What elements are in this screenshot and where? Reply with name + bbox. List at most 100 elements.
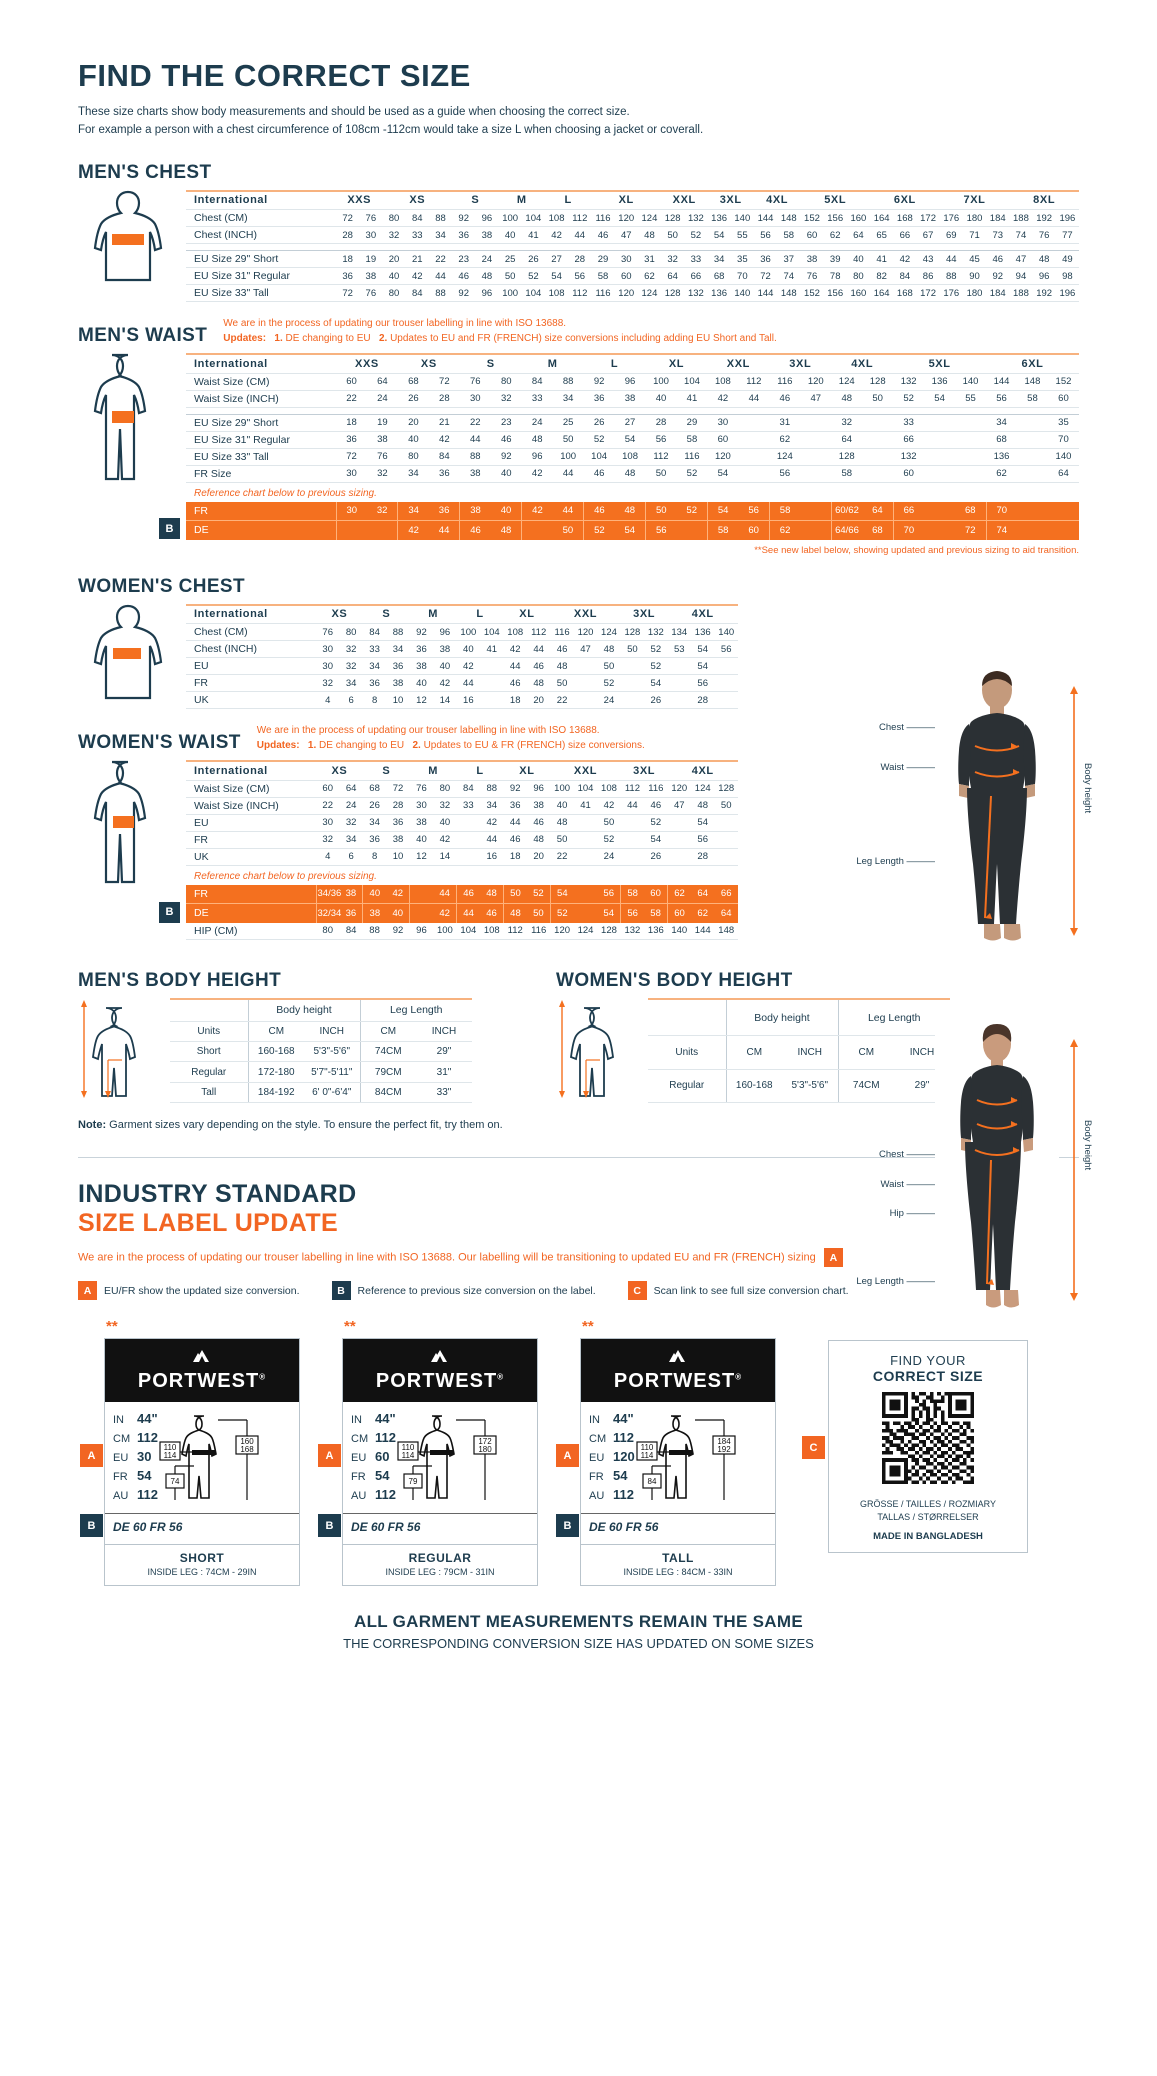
table-cell: 47 [800,390,832,408]
code-key: EU [113,1452,129,1464]
table-cell: 116 [769,373,801,391]
table-cell: 24 [597,848,621,866]
table-row: EU Size 29" Short 18 19 20 21 22 23 24 25 26 27 28 2… [186,250,1079,269]
table-cell [480,691,504,710]
card-badge-b: B [556,1514,579,1538]
table-cell: 10 [386,848,410,866]
table-row: EU Size 33" Tall 72 76 80 84 88 92 96 100 104 108 1… [186,448,1079,466]
table-cell: 116 [526,922,551,941]
table-cell: 50 [862,390,894,408]
table-cell: 38 [459,465,491,483]
table-cell: 30 [707,413,739,432]
row-label: EU Size 31" Regular [186,431,336,449]
table-cell: 52 [644,814,668,832]
table-cell: 32 [316,674,340,693]
size-group-l: L [456,761,504,781]
table-cell: 68 [397,373,429,391]
table-cell: 50 [661,226,685,245]
ref-table-cell: 54 [603,907,614,919]
ref-table-cell: 56 [645,520,677,540]
table-cell: 54 [691,657,715,676]
table-cell: 42 [544,226,569,245]
annotation-female-chest: Chest ——— [879,1149,935,1160]
table-row: FR 32 34 36 38 40 42 44 46 48 50 52 54 56 [186,674,738,693]
svg-text:84: 84 [647,1477,656,1486]
table-cell: 37 [777,250,801,269]
ref-table-cell: 44 [438,524,450,536]
table-row: UK 4 6 8 10 12 14 16 18 20 22 24 26 28 [186,848,738,866]
bh-row-label: Regular [170,1061,248,1083]
mens-waist-iso-note: We are in the process of updating our tr… [223,316,776,347]
table-cell: 80 [846,267,871,286]
table-header-row: International XS S M L XL XXL 3XL 4XL [186,761,738,781]
size-group-3xl: 3XL [620,604,668,625]
ref-table-cell: 34/36 [315,884,341,905]
row-label: Chest (CM) [186,209,336,228]
table-cell: 24 [366,390,398,408]
code-key: IN [113,1414,124,1427]
annotation-male-chest: Chest ——— [879,722,935,733]
ref-table-cell [800,521,831,540]
qr-size-chart-card[interactable]: FIND YOUR CORRECT SIZE GRÖSSE / TAILLES / … [828,1340,1028,1554]
qr-code-icon[interactable] [882,1392,974,1485]
table-cell: 48 [521,431,553,449]
code-value: 112 [137,1486,158,1502]
row-label: EU [186,657,316,676]
table-cell [714,814,738,832]
table-cell: 160 [846,284,871,303]
bh-sub-header-cell: CM [247,1021,304,1043]
bh-group-leg-length: Leg Length [359,998,472,1022]
table-cell [924,448,956,466]
table-cell: 46 [503,674,527,693]
code-key: IN [351,1414,362,1427]
row-label: FR Size [186,465,336,483]
table-cell: 35 [730,250,754,269]
ref-table-cell: 46 [583,501,615,522]
size-group-4xl: 4XL [667,761,738,781]
table-cell: 132 [684,284,708,303]
table-cell: 72 [386,780,410,798]
annotation-female-hip: Hip ——— [889,1208,935,1219]
table-cell: 108 [544,209,569,228]
table-cell: 108 [544,284,569,303]
table-cell: 40 [409,674,434,693]
table-cell: 30 [336,465,367,483]
note-text: Garment sizes vary depending on the styl… [106,1119,503,1132]
table-cell: 128 [597,922,621,941]
table-cell: 70 [730,267,754,286]
table-cell: 47 [667,797,691,815]
label-figure: 110 114 184 192 84 [635,1410,767,1509]
table-cell: 50 [552,431,584,449]
ref-table-cell: 68 [955,501,987,522]
size-code-in: IN 44" [113,1410,158,1429]
womens-waist-title: WOMEN'S WAIST [78,732,241,754]
table-cell: 94 [1009,267,1033,286]
table-cell: 180 [962,209,987,228]
ref-table-cell [367,521,398,540]
table-cell: 100 [433,922,457,941]
table-cell: 40 [498,226,522,245]
table-cell: 32 [339,657,363,676]
body-height-arrow-male [1070,686,1078,936]
table-cell: 40 [550,797,574,815]
table-cell: 116 [550,623,574,642]
table-row: Waist Size (INCH) 22 24 26 28 30 32 33 34 36 38 40 4… [186,390,1079,408]
table-cell: 34 [986,413,1017,432]
table-cell: 148 [1016,373,1048,391]
table-cell: 46 [986,250,1010,269]
table-cell: 22 [550,691,574,710]
table-cell: 128 [620,623,645,642]
table-cell: 38 [475,226,499,245]
bh-row: Regular 172-180 5'7"-5'11" 79CM 31" [170,1061,472,1083]
table-cell: 80 [339,623,363,642]
table-cell: 46 [490,431,522,449]
bh-sub-header-row: Units CM INCH CM INCH [170,1021,472,1043]
code-key: AU [351,1489,367,1502]
table-cell: 16 [480,848,504,866]
size-code-fr: FR 54 [351,1467,396,1486]
table-cell: 164 [870,209,894,228]
table-cell: 50 [597,657,621,676]
bh-cell: 29" [416,1041,472,1063]
size-group-xl: XL [503,761,551,781]
table-cell: 90 [962,267,987,286]
